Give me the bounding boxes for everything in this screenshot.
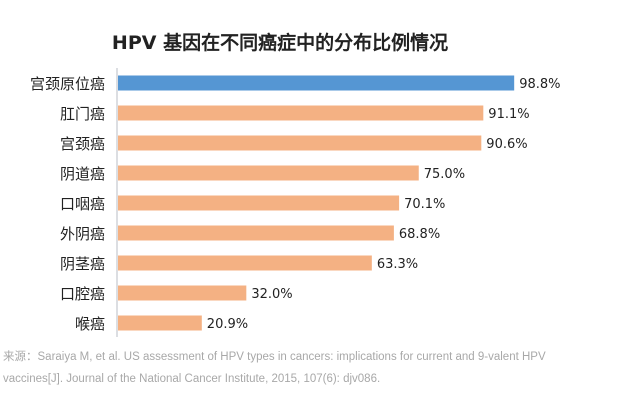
value-label: 90.6%	[486, 137, 527, 152]
category-label: 肛门癌	[60, 105, 105, 123]
bar	[118, 315, 202, 331]
chart-title: HPV 基因在不同癌症中的分布比例情况	[111, 32, 449, 54]
value-label: 70.1%	[404, 197, 445, 212]
value-label: 91.1%	[488, 107, 529, 122]
category-label: 喉癌	[75, 315, 105, 333]
value-label: 20.9%	[207, 317, 248, 332]
category-label: 外阴癌	[60, 225, 105, 243]
value-label: 75.0%	[424, 167, 465, 182]
category-label: 口咽癌	[60, 195, 105, 213]
category-label: 宫颈原位癌	[30, 75, 105, 93]
value-label: 63.3%	[377, 257, 418, 272]
bar	[118, 135, 482, 151]
category-label: 阴茎癌	[60, 255, 105, 273]
value-label: 32.0%	[251, 287, 292, 302]
value-label: 98.8%	[519, 77, 560, 92]
category-label: 宫颈癌	[60, 135, 105, 153]
source-line-1: 来源：Saraiya M, et al. US assessment of HP…	[3, 351, 546, 363]
bar	[118, 165, 419, 181]
bar	[118, 255, 372, 271]
bar	[118, 195, 400, 211]
bar	[118, 105, 484, 121]
bar	[118, 75, 515, 91]
bar	[118, 285, 247, 301]
bar-chart: 宫颈原位癌 98.8% 肛门癌 91.1% 宫颈癌 90.6% 阴道癌 75.0% 口咽癌 70.…	[30, 68, 561, 337]
bar	[118, 225, 394, 241]
value-label: 68.8%	[399, 227, 440, 242]
category-label: 口腔癌	[60, 285, 105, 303]
category-label: 阴道癌	[60, 165, 105, 183]
source-line-2: vaccines[J]. Journal of the National Can…	[3, 373, 381, 385]
